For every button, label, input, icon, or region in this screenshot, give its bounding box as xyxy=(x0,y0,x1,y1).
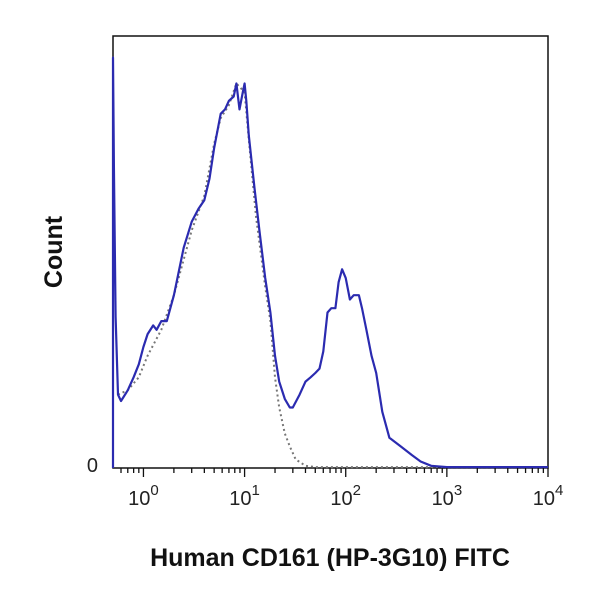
x-axis-title: Human CD161 (HP-3G10) FITC xyxy=(150,544,510,572)
x-axis-ticks: 100 101 102 103 104 xyxy=(120,468,564,510)
control-histogram-dotted-line xyxy=(117,82,548,469)
x-tick-label: 101 xyxy=(229,482,260,510)
x-tick-label: 103 xyxy=(432,482,463,510)
y-axis-ticks: 0 xyxy=(87,455,98,477)
y-axis-title: Count xyxy=(40,215,68,288)
x-tick-label: 104 xyxy=(533,482,564,510)
x-tick-label: 100 xyxy=(128,482,159,510)
series-layer xyxy=(111,56,548,469)
plot-frame xyxy=(112,35,549,469)
y-tick-label: 0 xyxy=(87,455,98,477)
x-tick-label: 102 xyxy=(330,482,361,510)
stained-histogram-line xyxy=(111,56,548,469)
